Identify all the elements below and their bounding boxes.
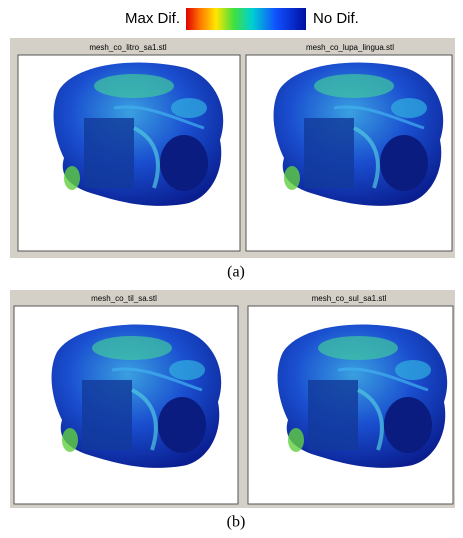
caption: (a) <box>227 264 245 281</box>
view-title: mesh_co_lupa_lingua.stl <box>306 43 394 52</box>
mesh-render <box>51 60 226 208</box>
view-title: mesh_co_sul_sa1.stl <box>312 294 387 303</box>
caption: (b) <box>227 514 246 531</box>
legend-max-label: Max Dif. <box>125 10 180 27</box>
mesh-render <box>271 60 446 208</box>
view-title: mesh_co_til_sa.stl <box>91 294 157 303</box>
view-title: mesh_co_litro_sa1.stl <box>89 43 167 52</box>
legend-min-label: No Dif. <box>313 10 359 27</box>
mesh-render <box>49 322 224 470</box>
mesh-render <box>275 322 450 470</box>
colorbar <box>186 8 306 30</box>
